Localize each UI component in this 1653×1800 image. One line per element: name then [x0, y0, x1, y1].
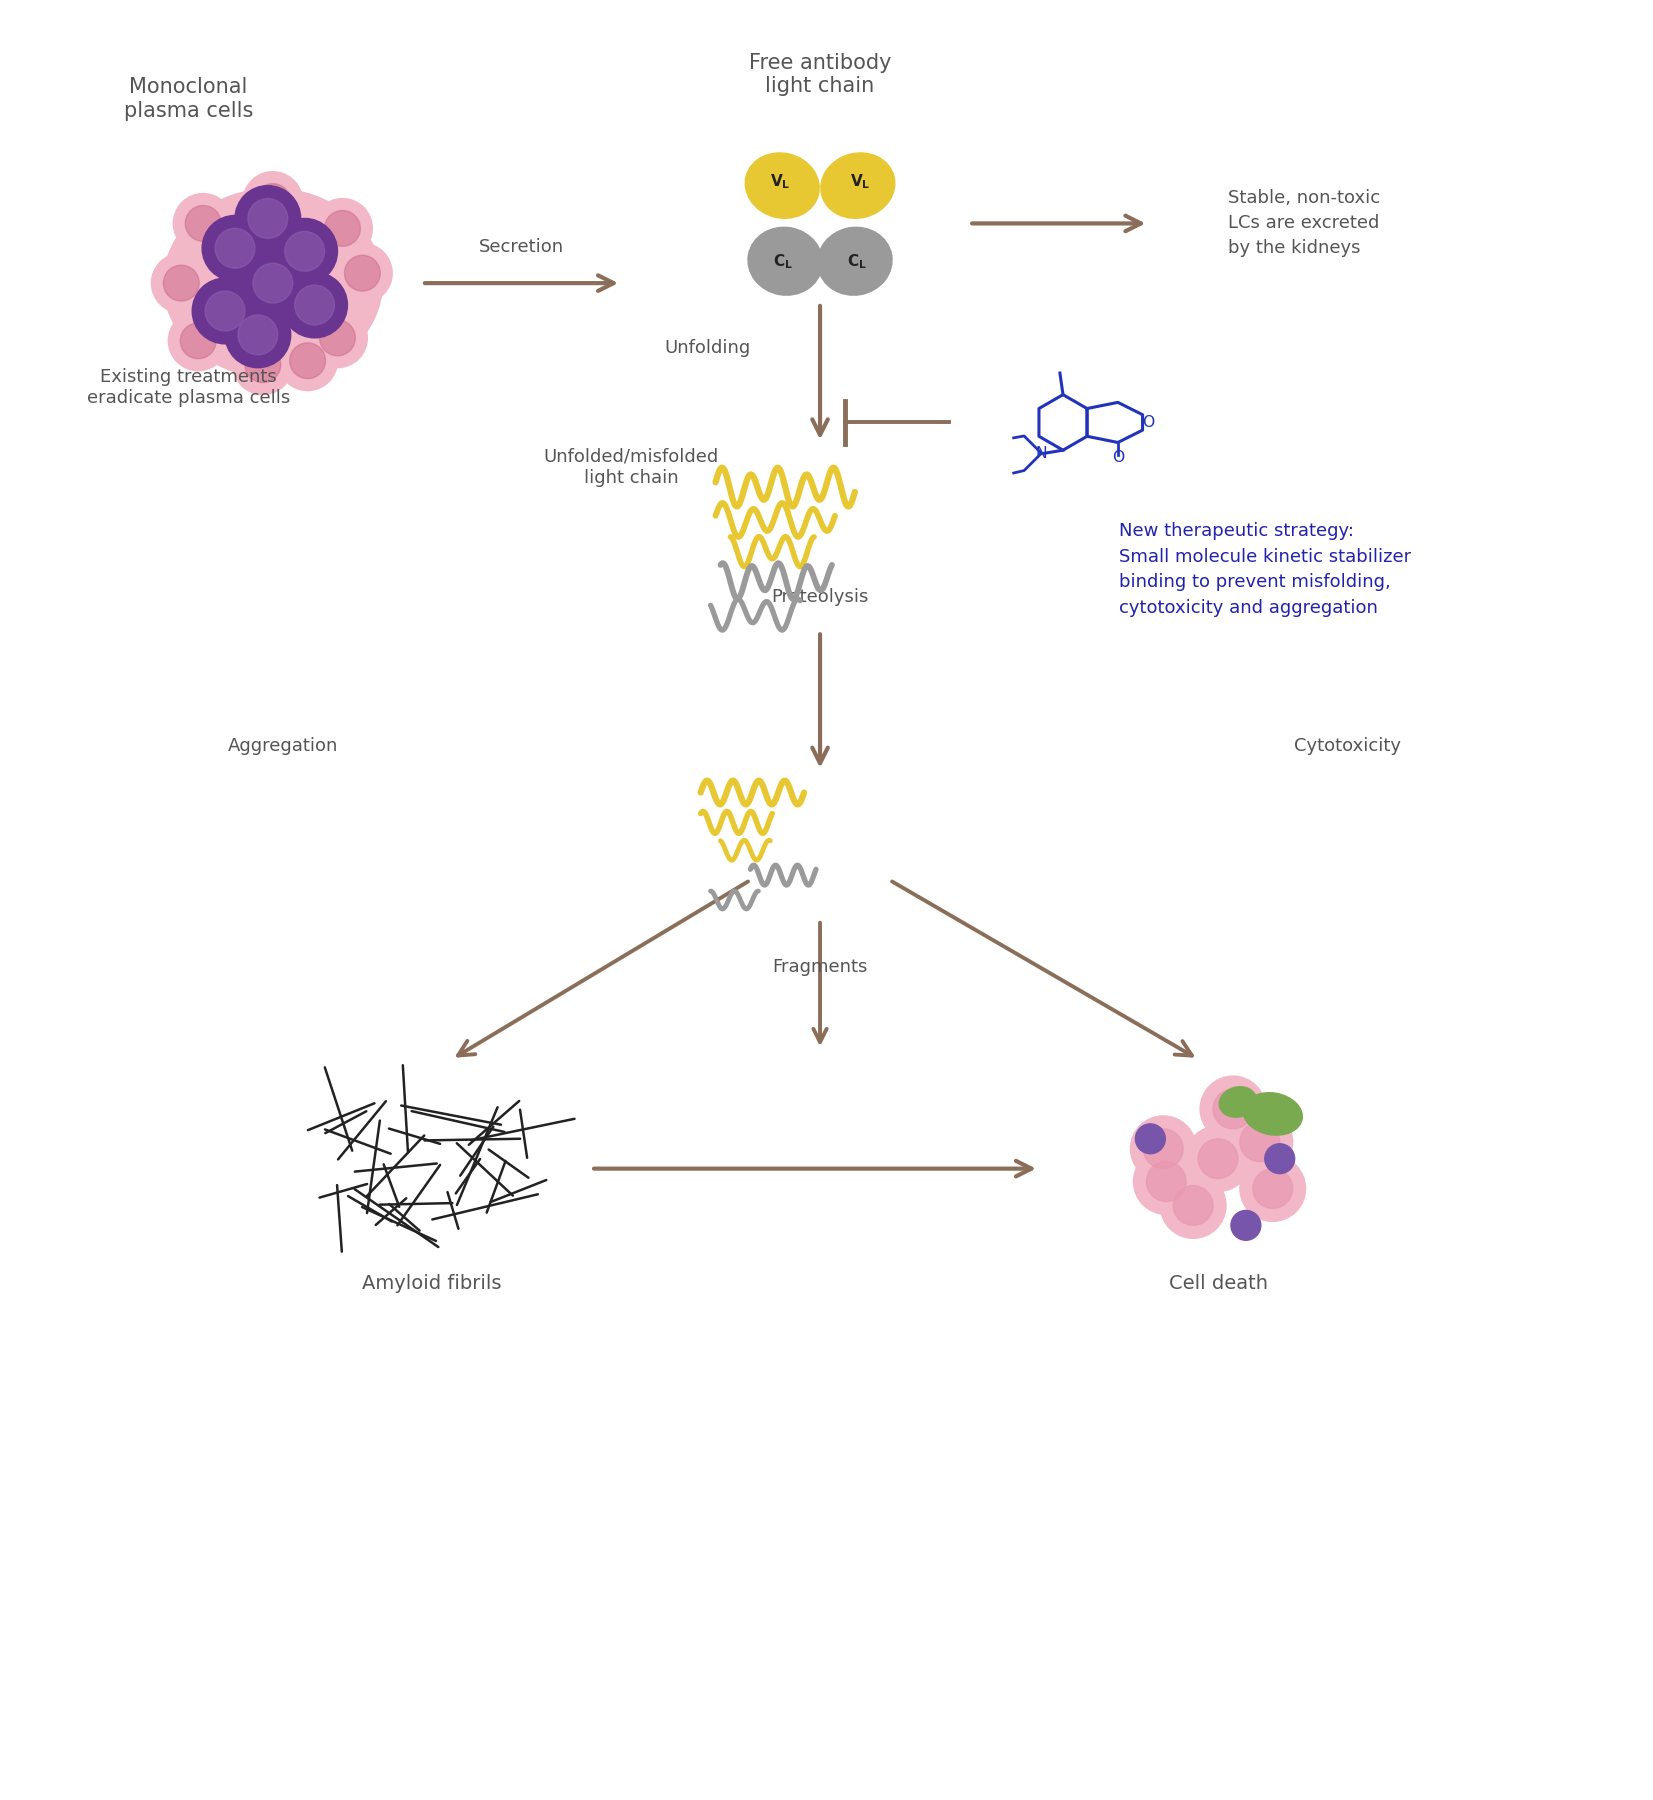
- Circle shape: [1144, 1129, 1184, 1168]
- Circle shape: [238, 315, 278, 355]
- Circle shape: [243, 171, 302, 232]
- Text: Free antibody
light chain: Free antibody light chain: [749, 52, 891, 95]
- Ellipse shape: [822, 153, 894, 218]
- Circle shape: [332, 243, 392, 302]
- Text: Unfolded/misfolded
light chain: Unfolded/misfolded light chain: [544, 448, 719, 486]
- Text: O: O: [1142, 416, 1155, 430]
- Circle shape: [1198, 1139, 1238, 1179]
- Text: Proteolysis: Proteolysis: [772, 589, 869, 607]
- Text: Existing treatments
eradicate plasma cells: Existing treatments eradicate plasma cel…: [86, 369, 289, 407]
- Circle shape: [185, 205, 222, 241]
- Circle shape: [180, 322, 217, 358]
- Text: V$_\mathregular{L}$: V$_\mathregular{L}$: [850, 173, 869, 191]
- Circle shape: [281, 272, 347, 338]
- Circle shape: [1160, 1172, 1227, 1238]
- Text: C$_\mathregular{L}$: C$_\mathregular{L}$: [774, 252, 793, 270]
- Circle shape: [255, 184, 291, 220]
- Ellipse shape: [818, 227, 893, 295]
- Circle shape: [278, 331, 337, 391]
- Circle shape: [164, 265, 198, 301]
- Circle shape: [294, 284, 334, 326]
- Circle shape: [1174, 1186, 1213, 1226]
- Text: Monoclonal
plasma cells: Monoclonal plasma cells: [124, 77, 253, 121]
- Circle shape: [169, 311, 228, 371]
- Text: Aggregation: Aggregation: [228, 736, 337, 754]
- Text: Secretion: Secretion: [479, 238, 564, 256]
- Text: Unfolding: Unfolding: [665, 338, 750, 356]
- Text: Cytotoxicity: Cytotoxicity: [1294, 736, 1400, 754]
- Circle shape: [174, 194, 233, 254]
- Circle shape: [1200, 1076, 1266, 1141]
- Circle shape: [1185, 1125, 1251, 1192]
- Ellipse shape: [749, 227, 823, 295]
- Text: O: O: [1112, 450, 1124, 464]
- Ellipse shape: [746, 153, 820, 218]
- Circle shape: [1265, 1143, 1294, 1174]
- Text: Stable, non-toxic
LCs are excreted
by the kidneys: Stable, non-toxic LCs are excreted by th…: [1228, 189, 1380, 257]
- Circle shape: [215, 229, 255, 268]
- Text: N: N: [1035, 446, 1048, 461]
- Circle shape: [284, 232, 324, 272]
- Circle shape: [344, 256, 380, 292]
- Text: C$_\mathregular{L}$: C$_\mathregular{L}$: [846, 252, 866, 270]
- Circle shape: [233, 335, 293, 394]
- Circle shape: [245, 347, 281, 383]
- Circle shape: [192, 279, 258, 344]
- Circle shape: [324, 211, 360, 247]
- Circle shape: [1240, 1156, 1306, 1222]
- Circle shape: [253, 263, 293, 302]
- Circle shape: [1240, 1121, 1279, 1161]
- Circle shape: [1231, 1210, 1261, 1240]
- Circle shape: [1253, 1168, 1293, 1208]
- Circle shape: [289, 342, 326, 378]
- Text: New therapeutic strategy:
Small molecule kinetic stabilizer
binding to prevent m: New therapeutic strategy: Small molecule…: [1119, 522, 1410, 617]
- Circle shape: [319, 320, 355, 356]
- Circle shape: [271, 218, 337, 284]
- Circle shape: [1147, 1161, 1187, 1201]
- Text: Cell death: Cell death: [1169, 1274, 1268, 1292]
- Circle shape: [312, 198, 372, 257]
- Circle shape: [152, 254, 212, 313]
- Circle shape: [202, 216, 268, 281]
- Ellipse shape: [1220, 1087, 1256, 1118]
- Text: V$_\mathregular{L}$: V$_\mathregular{L}$: [770, 173, 790, 191]
- Circle shape: [1136, 1123, 1165, 1154]
- Circle shape: [240, 250, 306, 317]
- Ellipse shape: [1243, 1093, 1303, 1136]
- Circle shape: [1134, 1148, 1198, 1215]
- Circle shape: [1227, 1109, 1293, 1175]
- Circle shape: [307, 308, 367, 367]
- Circle shape: [205, 292, 245, 331]
- Text: Fragments: Fragments: [772, 958, 868, 976]
- Ellipse shape: [164, 189, 382, 378]
- Circle shape: [225, 302, 291, 367]
- Circle shape: [1213, 1089, 1253, 1129]
- Circle shape: [1131, 1116, 1197, 1181]
- Circle shape: [235, 185, 301, 252]
- Circle shape: [248, 198, 288, 238]
- Text: Amyloid fibrils: Amyloid fibrils: [362, 1274, 503, 1292]
